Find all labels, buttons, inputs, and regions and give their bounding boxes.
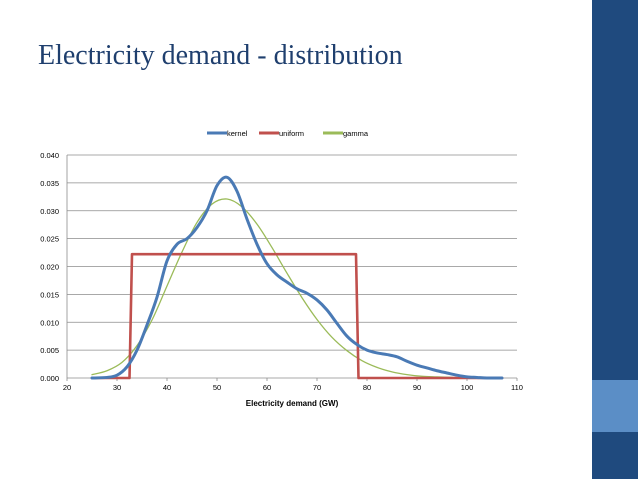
legend-label-uniform: uniform	[279, 129, 304, 138]
grid-lines	[67, 154, 517, 351]
y-tick-label: 0.000	[40, 374, 59, 383]
x-axis-label: Electricity demand (GW)	[246, 399, 339, 408]
y-tick-label: 0.005	[40, 346, 59, 355]
x-tick-label: 110	[511, 383, 523, 392]
chart-plot: 0.000 0.005 0.010 0.015 0.020 0.025 0.030 0.035…	[40, 129, 523, 408]
series-line-kernel	[90, 175, 504, 380]
y-tick-label: 0.030	[40, 207, 59, 216]
x-tick-labels: 20 30 40 50 60 70 80 90 100 110	[63, 383, 523, 392]
chart-axes	[66, 155, 518, 381]
legend-label-kernel: kernel	[227, 129, 248, 138]
y-tick-label: 0.040	[40, 151, 59, 160]
slide-title: Electricity demand - distribution	[38, 40, 403, 71]
chart-legend: kernel uniform gamma	[207, 129, 369, 138]
x-tick-label: 40	[163, 383, 171, 392]
y-tick-labels: 0.000 0.005 0.010 0.015 0.020 0.025 0.030 0.035…	[40, 151, 59, 383]
x-tick-label: 90	[413, 383, 421, 392]
x-tick-label: 70	[313, 383, 321, 392]
x-tick-label: 50	[213, 383, 221, 392]
x-tick-label: 100	[461, 383, 474, 392]
series-lines	[90, 175, 504, 380]
x-tick-label: 20	[63, 383, 71, 392]
y-tick-label: 0.025	[40, 235, 59, 244]
series-line-uniform	[90, 252, 504, 380]
y-tick-label: 0.015	[40, 290, 59, 299]
sidebar-accent-block	[592, 380, 638, 432]
y-tick-label: 0.035	[40, 179, 59, 188]
x-tick-label: 60	[263, 383, 271, 392]
y-tick-label: 0.020	[40, 263, 59, 272]
x-tick-label: 30	[113, 383, 121, 392]
legend-label-gamma: gamma	[343, 129, 369, 138]
x-tick-label: 80	[363, 383, 371, 392]
y-tick-label: 0.010	[40, 318, 59, 327]
